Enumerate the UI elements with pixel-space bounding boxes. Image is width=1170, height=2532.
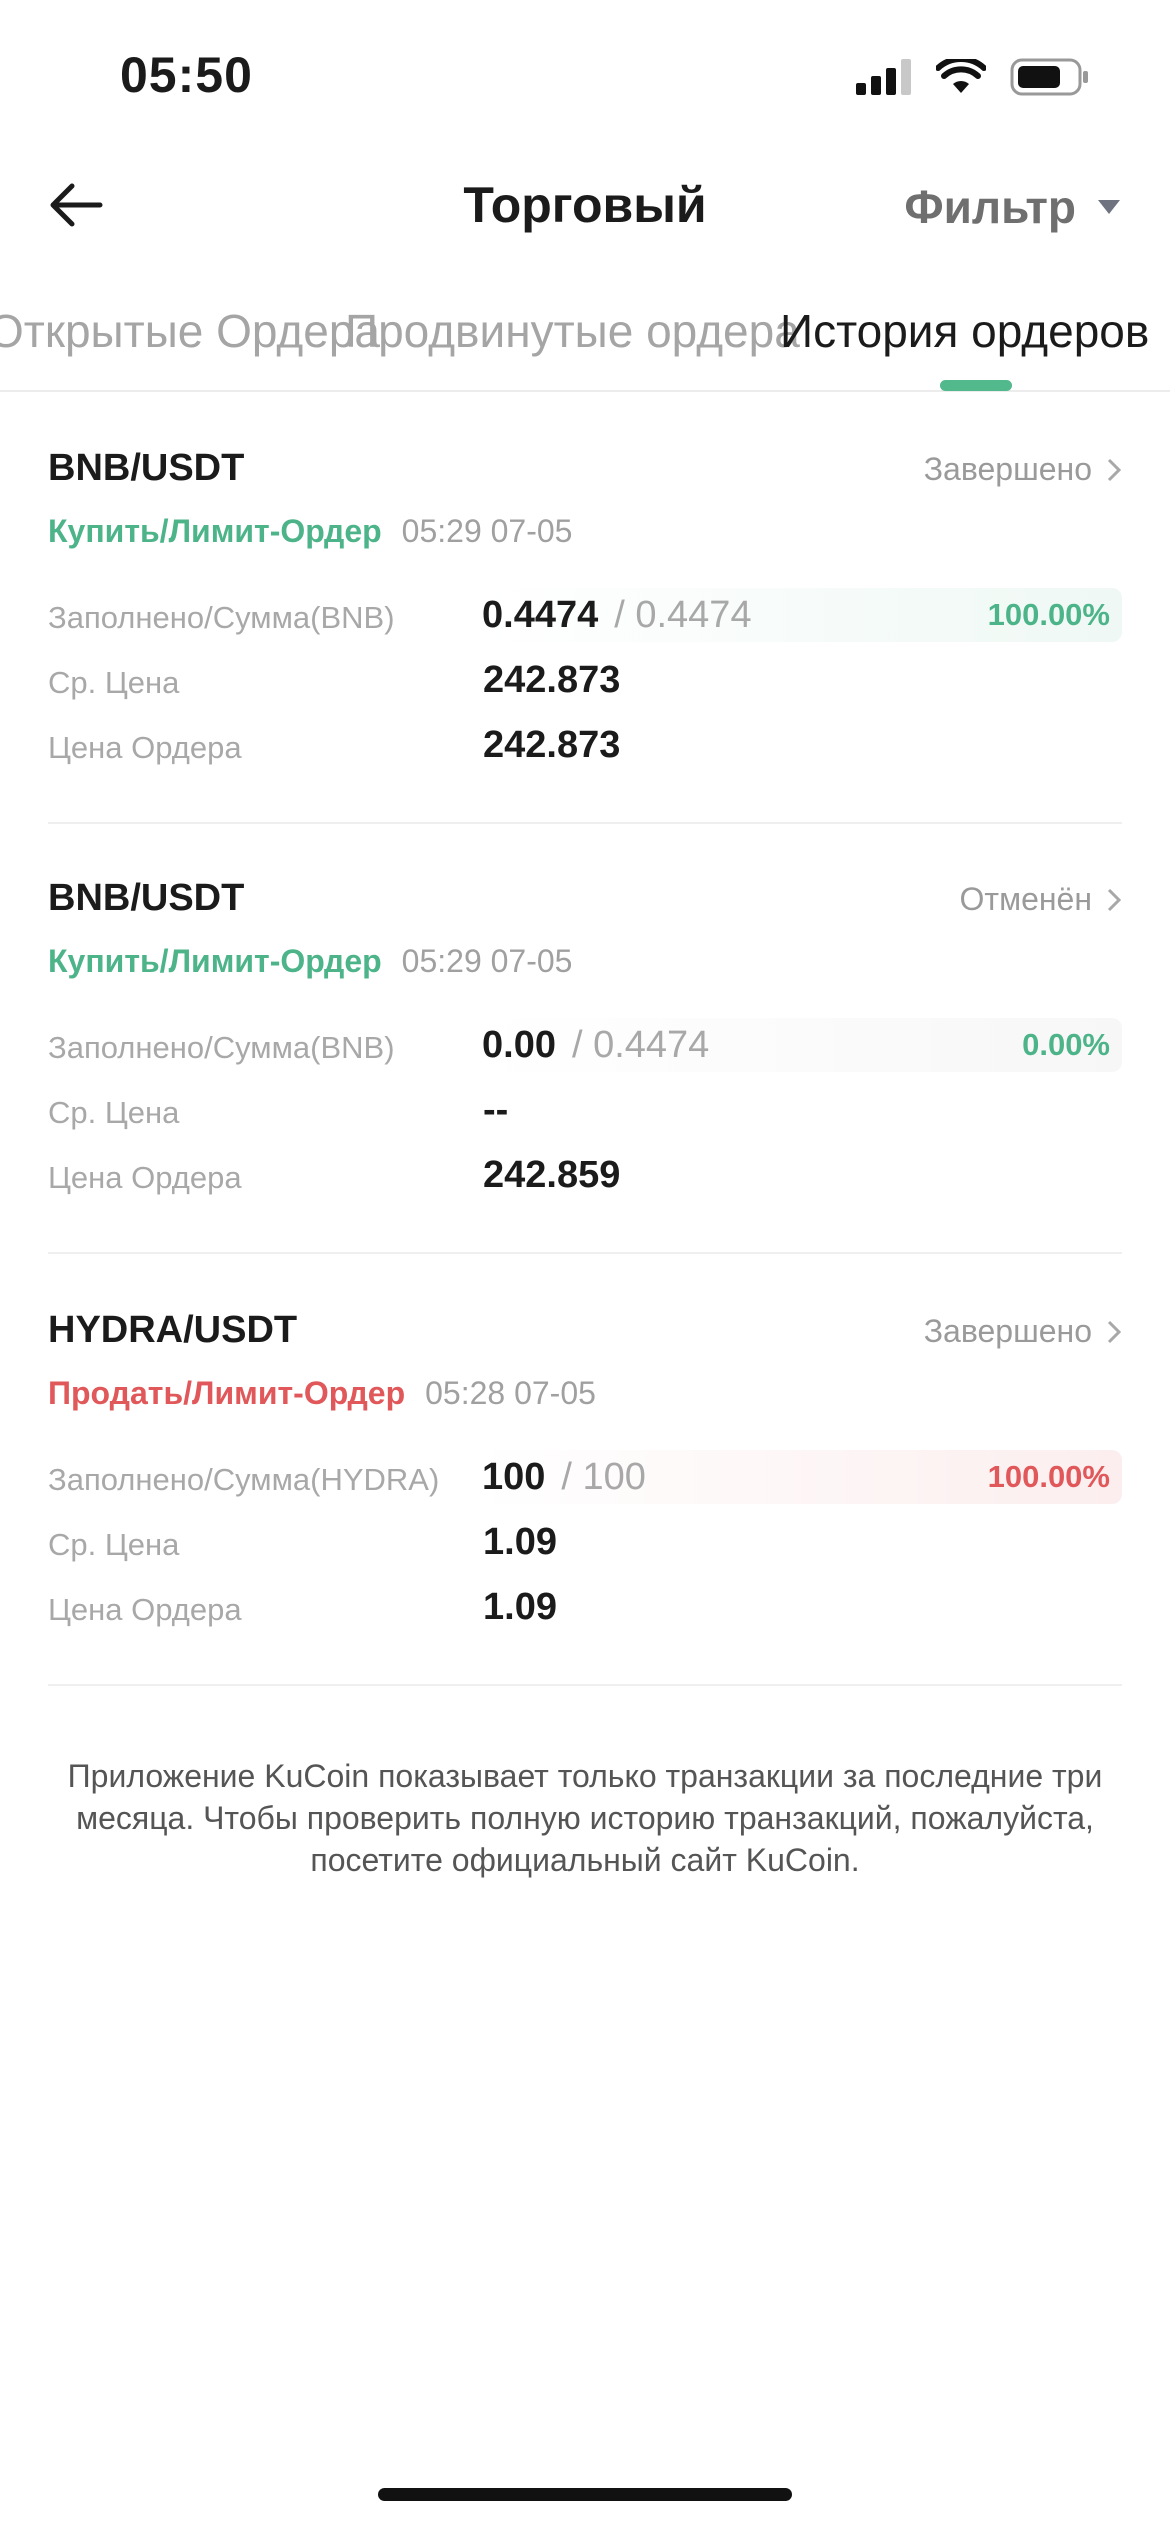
order-card[interactable]: BNB/USDT Завершено Купить/Лимит-Ордер 05:… <box>48 447 1122 777</box>
avg-price-value: -- <box>483 1089 509 1131</box>
order-price-label: Цена Ордера <box>48 1592 242 1627</box>
fill-percent: 100.00% <box>987 597 1110 632</box>
order-side: Купить/Лимит-Ордер 05:29 07-05 <box>48 513 572 550</box>
status-time: 05:50 <box>120 47 253 103</box>
fill-progress-bar: 0.00 / 0.4474 0.00% <box>480 1018 1122 1072</box>
filled-label: Заполнено/Сумма(HYDRA) <box>48 1462 440 1497</box>
signal-icon <box>856 59 911 95</box>
chevron-right-icon <box>1107 458 1122 481</box>
order-status-link[interactable]: Завершено <box>924 1313 1122 1350</box>
filter-button[interactable]: Фильтр <box>904 180 1120 234</box>
tab-order-history[interactable]: История ордеров <box>780 305 1150 357</box>
filled-amount: 100 <box>482 1455 546 1498</box>
order-pair: HYDRA/USDT <box>48 1309 298 1351</box>
order-card[interactable]: HYDRA/USDT Завершено Продать/Лимит-Ордер… <box>48 1309 1122 1639</box>
fill-percent: 0.00% <box>1022 1027 1110 1062</box>
status-icons <box>856 58 1090 96</box>
order-status: Отменён <box>959 881 1092 917</box>
avg-price-label: Ср. Цена <box>48 1095 180 1130</box>
wifi-icon <box>936 59 986 93</box>
avg-price-label: Ср. Цена <box>48 665 180 700</box>
order-price-label: Цена Ордера <box>48 730 242 765</box>
filled-label: Заполнено/Сумма(BNB) <box>48 1030 395 1065</box>
order-tabs: Открытые Ордера Продвинутые ордера Истор… <box>0 300 1170 392</box>
order-status-link[interactable]: Отменён <box>960 881 1122 918</box>
chevron-right-icon <box>1107 1320 1122 1343</box>
order-side-type: Продать/Лимит-Ордер <box>48 1375 406 1411</box>
battery-icon <box>1010 58 1088 96</box>
page-title: Торговый <box>463 177 707 233</box>
active-tab-indicator <box>940 380 1012 391</box>
footer-notice: Приложение KuCoin показывает только тран… <box>67 1758 1103 1878</box>
order-time: 05:28 07-05 <box>425 1375 596 1411</box>
home-indicator <box>378 2488 792 2501</box>
card-divider <box>48 1684 1122 1686</box>
chevron-right-icon <box>1107 888 1122 911</box>
avg-price-label: Ср. Цена <box>48 1527 180 1562</box>
total-amount: / 100 <box>561 1455 646 1498</box>
order-price-value: 1.09 <box>483 1586 557 1628</box>
filled-amount: 0.00 <box>482 1023 556 1066</box>
order-card[interactable]: BNB/USDT Отменён Купить/Лимит-Ордер 05:29… <box>48 877 1122 1207</box>
filled-label: Заполнено/Сумма(BNB) <box>48 600 395 635</box>
avg-price-value: 1.09 <box>483 1521 557 1563</box>
order-side-type: Купить/Лимит-Ордер <box>48 513 382 549</box>
fill-progress-bar: 100 / 100 100.00% <box>480 1450 1122 1504</box>
fill-progress-bar: 0.4474 / 0.4474 100.00% <box>480 588 1122 642</box>
fill-percent: 100.00% <box>987 1459 1110 1494</box>
tab-open-orders[interactable]: Открытые Ордера <box>0 305 381 357</box>
order-status: Завершено <box>923 1313 1092 1349</box>
back-button[interactable] <box>48 180 104 235</box>
filled-amount: 0.4474 <box>482 593 599 636</box>
order-status-link[interactable]: Завершено <box>924 451 1122 488</box>
order-side-type: Купить/Лимит-Ордер <box>48 943 382 979</box>
tab-advanced-orders[interactable]: Продвинутые ордера <box>345 305 800 357</box>
order-side: Продать/Лимит-Ордер 05:28 07-05 <box>48 1375 596 1412</box>
arrow-left-icon <box>50 183 103 227</box>
avg-price-value: 242.873 <box>483 659 621 701</box>
order-side: Купить/Лимит-Ордер 05:29 07-05 <box>48 943 572 980</box>
order-price-label: Цена Ордера <box>48 1160 242 1195</box>
total-amount: / 0.4474 <box>571 1023 710 1066</box>
order-time: 05:29 07-05 <box>401 943 573 979</box>
card-divider <box>48 1252 1122 1254</box>
order-price-value: 242.873 <box>483 724 621 766</box>
order-pair: BNB/USDT <box>48 877 245 919</box>
order-status: Завершено <box>923 451 1092 487</box>
order-pair: BNB/USDT <box>48 447 245 489</box>
order-time: 05:29 07-05 <box>401 513 573 549</box>
filter-label: Фильтр <box>904 181 1076 233</box>
total-amount: / 0.4474 <box>614 593 752 636</box>
order-price-value: 242.859 <box>483 1154 621 1196</box>
caret-down-icon <box>1098 200 1120 214</box>
card-divider <box>48 822 1122 824</box>
